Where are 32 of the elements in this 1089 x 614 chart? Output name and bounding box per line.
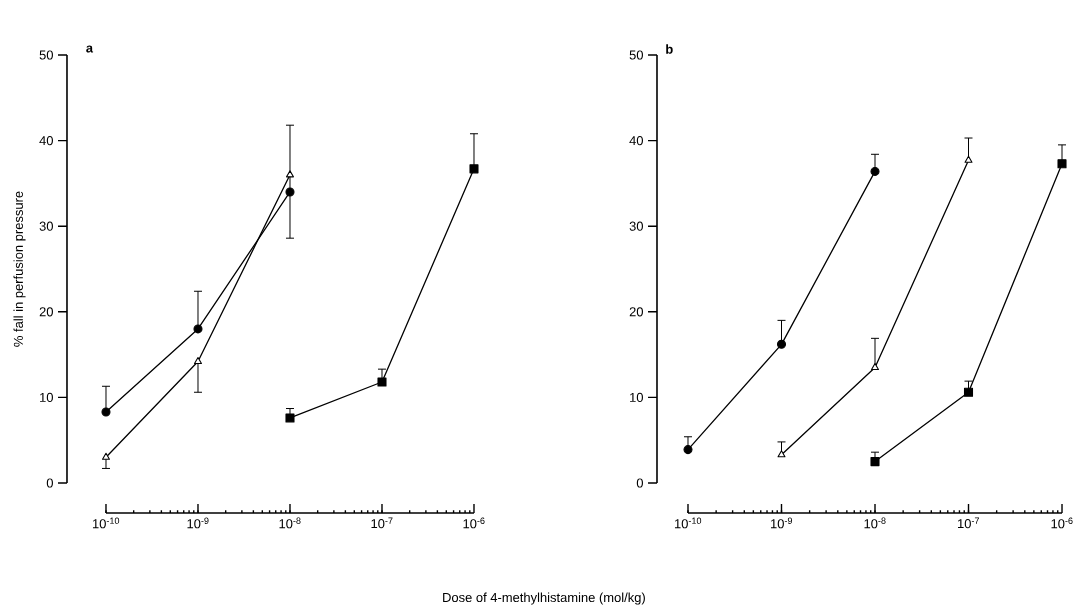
y-tick-label: 50 <box>629 50 643 60</box>
point <box>285 170 294 178</box>
chart-title: a <box>86 45 94 53</box>
y-tick-label: 20 <box>39 307 53 317</box>
x-tick-label: 10$^{-6}$ <box>1051 517 1073 529</box>
y-tick-label: 0 <box>636 478 643 488</box>
point <box>285 187 295 197</box>
point <box>101 452 110 460</box>
y-tick-label: 40 <box>629 136 643 146</box>
point <box>193 356 202 364</box>
x-tick-label: 10$^{-7}$ <box>958 517 980 529</box>
x-tick-label: 10$^{-8}$ <box>279 517 301 529</box>
y-tick-label: 10 <box>630 392 643 402</box>
y-tick-label: 30 <box>629 221 643 231</box>
x-tick-label: 10$^{-6}$ <box>463 517 485 529</box>
y-tick-label: 0 <box>46 478 53 488</box>
point <box>193 324 203 334</box>
x-tick-label: 10$^{-9}$ <box>771 517 793 529</box>
y-axis-title: % fall in perfusion pressure <box>13 191 26 347</box>
x-tick-label: 10$^{-8}$ <box>864 517 886 529</box>
y-tick-label: 40 <box>39 136 53 146</box>
x-tick-label: 10$^{-7}$ <box>371 517 393 529</box>
y-tick-label: 10 <box>40 392 53 402</box>
x-axis-title: Dose of 4-methylhistamine (mol/kg) <box>443 592 645 605</box>
y-tick-label: 30 <box>39 221 53 231</box>
x-tick-label: 10$^{-10}$ <box>674 517 702 529</box>
x-tick-label: 10$^{-10}$ <box>92 517 120 529</box>
chart-title: b <box>666 44 673 54</box>
y-tick-label: 50 <box>39 50 53 60</box>
point <box>101 407 111 417</box>
x-tick-label: 10$^{-9}$ <box>187 517 209 529</box>
y-tick-label: 20 <box>629 307 643 317</box>
